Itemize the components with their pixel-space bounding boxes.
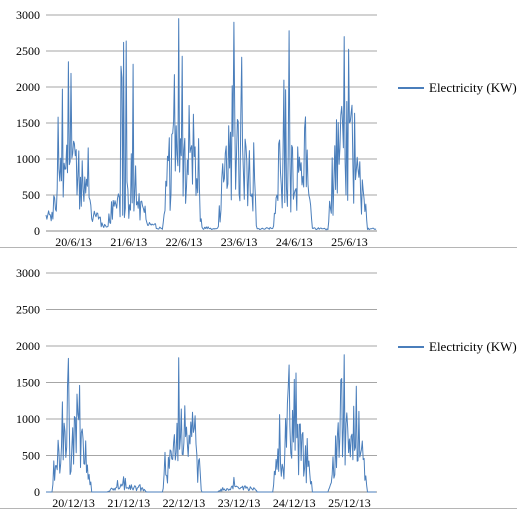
y-tick-label: 2000: [16, 339, 40, 353]
electricity-series-line: [45, 18, 377, 231]
x-tick-label: 21/6/13: [110, 235, 147, 249]
gridlines: [46, 272, 377, 493]
x-tick-label: 22/12/13: [163, 496, 206, 510]
y-tick-label: 3000: [16, 266, 40, 280]
x-axis-tick-labels: 20/6/13 21/6/13 22/6/13 23/6/13 24/6/13 25/6/…: [55, 235, 368, 249]
x-tick-label: 24/6/13: [276, 235, 313, 249]
plot-area: [45, 18, 377, 231]
y-tick-label: 2500: [16, 44, 40, 58]
y-tick-label: 1000: [16, 152, 40, 166]
y-axis-tick-labels: 0 500 1000 1500 2000 2500 3000: [16, 8, 40, 238]
x-tick-label: 24/12/13: [273, 496, 316, 510]
plot-area: [46, 354, 377, 493]
legend: Electricity (KW): [398, 339, 517, 354]
legend-label: Electricity (KW): [429, 80, 517, 95]
x-tick-label: 21/12/13: [107, 496, 150, 510]
x-tick-label: 25/12/13: [328, 496, 371, 510]
y-tick-label: 2000: [16, 80, 40, 94]
gridlines: [46, 14, 377, 232]
bottom-border: [0, 508, 517, 509]
x-tick-label: 25/6/13: [331, 235, 368, 249]
y-tick-label: 1500: [16, 116, 40, 130]
chart-divider: [0, 247, 517, 248]
x-tick-label: 23/12/13: [218, 496, 261, 510]
x-tick-label: 20/6/13: [55, 235, 92, 249]
x-tick-label: 23/6/13: [221, 235, 258, 249]
x-axis-tick-labels: 20/12/13 21/12/13 22/12/13 23/12/13 24/12/13…: [52, 496, 371, 510]
x-tick-label: 20/12/13: [52, 496, 95, 510]
y-tick-label: 2500: [16, 303, 40, 317]
y-tick-label: 0: [34, 485, 40, 499]
y-tick-label: 3000: [16, 8, 40, 22]
y-tick-label: 500: [22, 188, 40, 202]
x-tick-label: 22/6/13: [166, 235, 203, 249]
legend: Electricity (KW): [398, 80, 517, 95]
y-tick-label: 1000: [16, 412, 40, 426]
y-tick-label: 1500: [16, 376, 40, 390]
electricity-series-line: [46, 354, 377, 493]
chart-winter: 0 500 1000 1500 2000 2500 3000 20/12/13 21/12/1…: [16, 266, 517, 510]
y-tick-label: 500: [22, 449, 40, 463]
y-tick-label: 0: [34, 224, 40, 238]
legend-label: Electricity (KW): [429, 339, 517, 354]
y-axis-tick-labels: 0 500 1000 1500 2000 2500 3000: [16, 266, 40, 499]
